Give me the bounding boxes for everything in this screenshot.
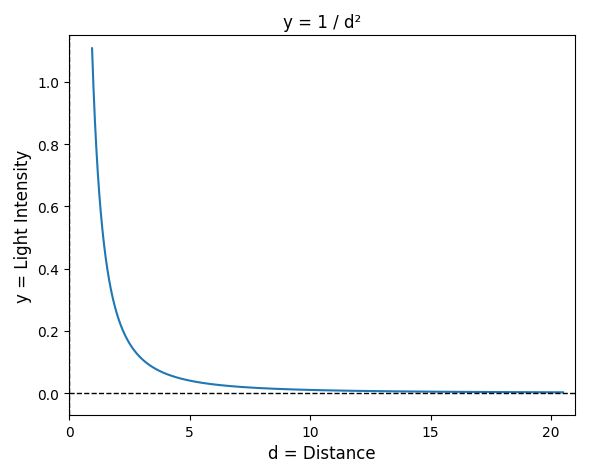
Y-axis label: y = Light Intensity: y = Light Intensity: [14, 149, 32, 302]
Title: y = 1 / d²: y = 1 / d²: [283, 14, 361, 32]
X-axis label: d = Distance: d = Distance: [269, 444, 376, 462]
